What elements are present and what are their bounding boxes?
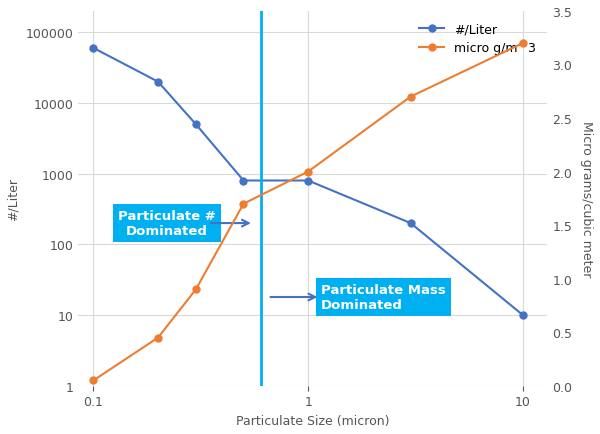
#/Liter	[305, 178, 312, 184]
micro g/m^3	[407, 95, 414, 100]
micro g/m^3	[240, 202, 247, 207]
#/Liter	[519, 313, 526, 318]
Legend: #/Liter, micro g/m^3: #/Liter, micro g/m^3	[414, 18, 541, 60]
micro g/m^3	[305, 170, 312, 175]
Text: Particulate Mass
Dominated: Particulate Mass Dominated	[321, 283, 446, 311]
#/Liter	[154, 80, 161, 85]
X-axis label: Particulate Size (micron): Particulate Size (micron)	[236, 414, 389, 427]
#/Liter	[407, 221, 414, 226]
micro g/m^3	[192, 287, 199, 293]
Line: micro g/m^3: micro g/m^3	[90, 40, 526, 384]
micro g/m^3	[519, 41, 526, 46]
#/Liter	[240, 178, 247, 184]
micro g/m^3	[90, 378, 97, 383]
micro g/m^3	[154, 335, 161, 340]
Y-axis label: #/Liter: #/Liter	[7, 178, 20, 220]
Y-axis label: Micro grams/cubic meter: Micro grams/cubic meter	[580, 121, 593, 277]
#/Liter	[192, 122, 199, 128]
Line: #/Liter: #/Liter	[90, 45, 526, 319]
#/Liter	[90, 46, 97, 51]
Text: Particulate #
Dominated: Particulate # Dominated	[118, 210, 216, 237]
